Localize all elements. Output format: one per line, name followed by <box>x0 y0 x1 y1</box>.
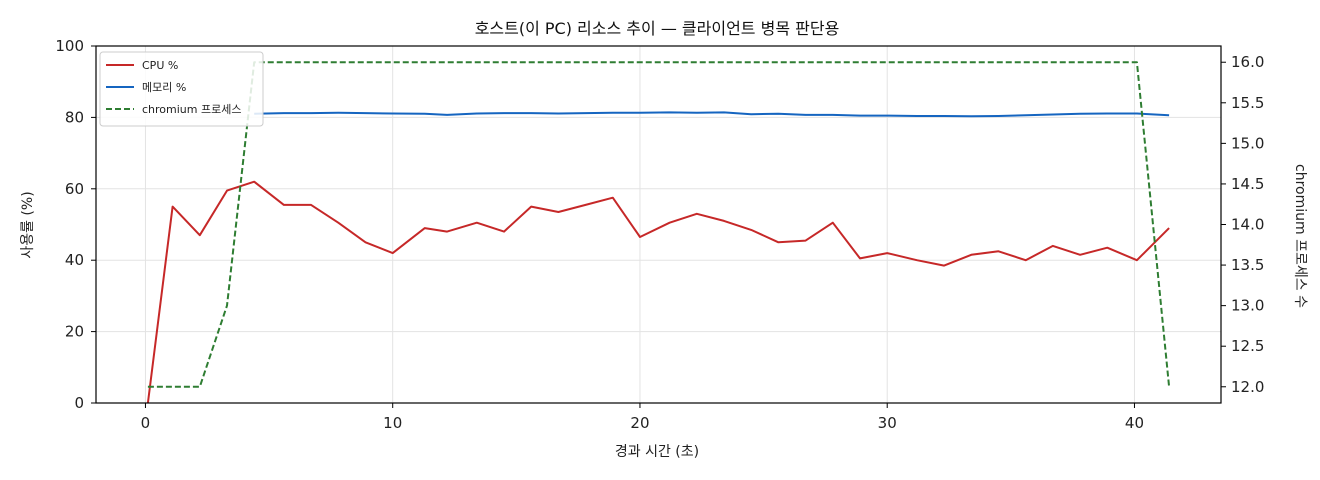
plot-frame <box>95 45 1222 404</box>
y2-tick-label: 15.0 <box>1231 134 1264 152</box>
y2-tick-label: 14.5 <box>1231 175 1264 193</box>
y2-tick-label: 12.0 <box>1231 378 1264 396</box>
y-tick-label: 0 <box>74 394 84 412</box>
series-layer <box>146 61 1171 404</box>
series-line-cpu <box>146 180 1170 404</box>
y-axis-right: 12.0 12.5 13.0 13.5 14.0 14.5 15.0 15.5 16.0 <box>1221 53 1264 396</box>
y-tick-label: 60 <box>65 180 84 198</box>
x-tick-label: 40 <box>1125 414 1144 432</box>
y-tick-label: 40 <box>65 251 84 269</box>
series-line-메모리 <box>254 111 1170 118</box>
x-axis-label: 경과 시간 (초) <box>615 444 699 460</box>
x-tick-label: 0 <box>141 414 151 432</box>
legend-label-chromium-프로세스: chromium 프로세스 <box>142 103 241 116</box>
y2-tick-label: 13.5 <box>1231 256 1264 274</box>
series-line-chromium-프로세스 <box>147 61 1171 388</box>
legend-box <box>99 51 264 127</box>
y2-tick-label: 14.0 <box>1231 216 1264 234</box>
y2-tick-label: 16.0 <box>1231 53 1264 71</box>
y-axis-left: 0 20 40 60 80 100 <box>55 37 96 412</box>
y2-tick-label: 13.0 <box>1231 297 1264 315</box>
legend: CPU % 메모리 % chromium 프로세스 <box>99 51 264 127</box>
y-tick-label: 100 <box>55 37 84 55</box>
x-tick-label: 10 <box>383 414 402 432</box>
x-tick-label: 20 <box>630 414 649 432</box>
y2-tick-label: 12.5 <box>1231 337 1264 355</box>
grid <box>96 45 1221 404</box>
x-tick-label: 30 <box>878 414 897 432</box>
y-tick-label: 80 <box>65 108 84 126</box>
y-axis-label-left: 사용률 (%) <box>20 191 36 258</box>
legend-label-메모리: 메모리 % <box>142 81 186 94</box>
chart-title: 호스트(이 PC) 리소스 추이 — 클라이언트 병목 판단용 <box>475 19 840 38</box>
x-axis: 0 10 20 30 40 <box>141 403 1144 432</box>
y2-tick-label: 15.5 <box>1231 94 1264 112</box>
y-axis-label-right: chromium 프로세스 수 <box>1292 164 1308 308</box>
legend-label-cpu: CPU % <box>142 59 178 72</box>
y-tick-label: 20 <box>65 323 84 341</box>
